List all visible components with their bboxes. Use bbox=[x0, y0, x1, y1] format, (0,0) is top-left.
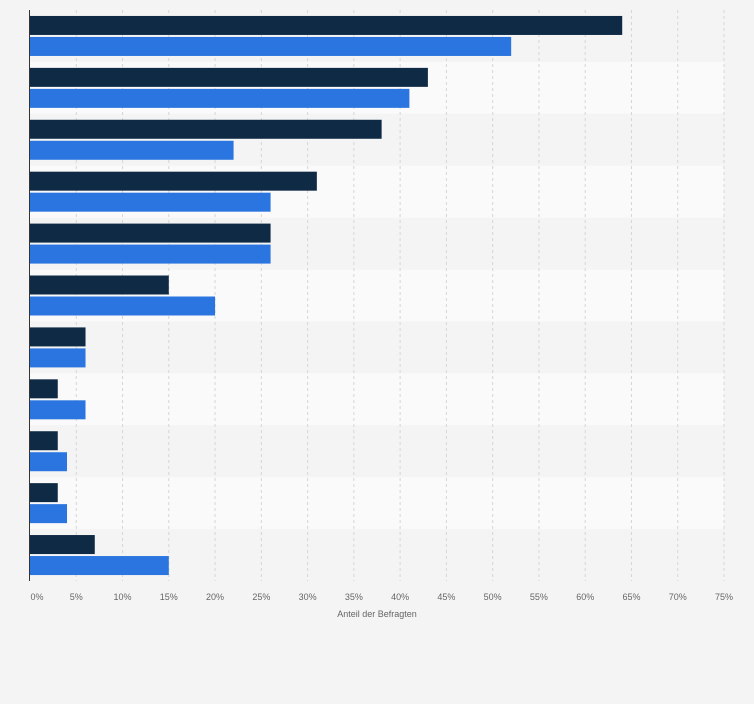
bar-series-1[interactable] bbox=[30, 119, 382, 139]
bar-series-1[interactable] bbox=[30, 15, 623, 35]
x-tick-label: 55% bbox=[530, 592, 548, 602]
x-tick-label: 60% bbox=[576, 592, 594, 602]
bar-series-1[interactable] bbox=[30, 535, 95, 555]
x-tick-label: 45% bbox=[437, 592, 455, 602]
bar-series-2[interactable] bbox=[30, 348, 86, 368]
row-band bbox=[30, 477, 724, 530]
bar-series-2[interactable] bbox=[30, 452, 68, 472]
bar-series-1[interactable] bbox=[30, 379, 58, 399]
x-tick-label: 15% bbox=[160, 592, 178, 602]
x-tick-label: 75% bbox=[715, 592, 733, 602]
bar-series-2[interactable] bbox=[30, 192, 271, 212]
row-bands bbox=[30, 10, 724, 581]
bar-series-2[interactable] bbox=[30, 504, 68, 524]
x-tick-label: 10% bbox=[114, 592, 132, 602]
bar-series-2[interactable] bbox=[30, 244, 271, 264]
x-axis-title: Anteil der Befragten bbox=[337, 609, 417, 619]
row-band bbox=[30, 425, 724, 478]
bar-series-2[interactable] bbox=[30, 556, 169, 576]
gridlines bbox=[75, 10, 725, 581]
x-tick-label: 40% bbox=[391, 592, 409, 602]
bar-series-1[interactable] bbox=[30, 327, 86, 347]
bar-series-1[interactable] bbox=[30, 223, 271, 243]
x-tick-label: 70% bbox=[669, 592, 687, 602]
bar-series-1[interactable] bbox=[30, 431, 58, 451]
x-tick-labels: 0% 5% 10% 15% 20% 25% 30% 35% 40% 45% 50% 55% 60% 65%… bbox=[30, 592, 733, 602]
x-tick-label: 0% bbox=[30, 592, 43, 602]
bar-series-2[interactable] bbox=[30, 400, 86, 420]
bar-series-1[interactable] bbox=[30, 483, 58, 503]
x-tick-label: 5% bbox=[70, 592, 83, 602]
row-band bbox=[30, 373, 724, 426]
x-tick-label: 35% bbox=[345, 592, 363, 602]
bar-series-2[interactable] bbox=[30, 36, 512, 56]
bar-series-2[interactable] bbox=[30, 296, 216, 316]
bar-series-2[interactable] bbox=[30, 140, 234, 160]
x-tick-label: 65% bbox=[622, 592, 640, 602]
bar-series-1[interactable] bbox=[30, 171, 317, 191]
x-tick-label: 30% bbox=[299, 592, 317, 602]
x-tick-label: 25% bbox=[252, 592, 270, 602]
x-tick-label: 50% bbox=[484, 592, 502, 602]
bar-series-1[interactable] bbox=[30, 275, 169, 295]
bar-series-1[interactable] bbox=[30, 67, 428, 87]
x-tick-label: 20% bbox=[206, 592, 224, 602]
row-band bbox=[30, 321, 724, 374]
bar-series-2[interactable] bbox=[30, 88, 410, 108]
bars bbox=[30, 15, 623, 576]
